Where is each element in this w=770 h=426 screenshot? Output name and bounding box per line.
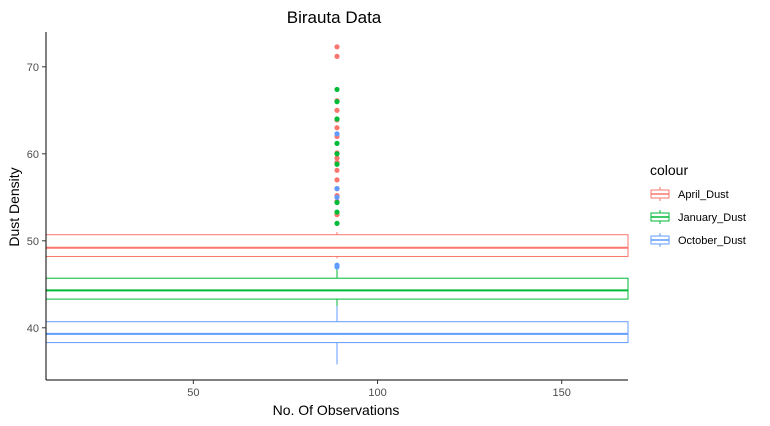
legend-label: October_Dust [678, 235, 746, 247]
outlier-point [334, 107, 340, 113]
legend-item: January_Dust [650, 210, 746, 224]
outlier-point [334, 140, 340, 146]
legend-label: January_Dust [678, 212, 746, 224]
outlier-point [334, 167, 340, 173]
legend-title: colour [650, 162, 688, 178]
outlier-point [334, 99, 340, 105]
box [45, 321, 629, 344]
box [45, 234, 629, 257]
y-tick-label: 50 [27, 236, 39, 248]
y-tick-label: 40 [27, 323, 39, 335]
outlier-point [334, 177, 340, 183]
outlier-point [334, 264, 340, 270]
x-tick-label: 50 [187, 387, 199, 399]
plot-area [45, 44, 629, 365]
x-tick-label: 150 [553, 387, 571, 399]
outlier-point [334, 44, 340, 50]
y-axis-title: Dust Density [6, 167, 22, 246]
outlier-point [334, 161, 340, 167]
outlier-point [334, 220, 340, 226]
x-axis-title: No. Of Observations [273, 402, 400, 418]
outlier-point [334, 186, 340, 192]
legend: colour April_Dust January_Dust October_Dus… [650, 162, 746, 247]
outlier-point [334, 116, 340, 122]
outlier-point [334, 199, 340, 206]
outlier-point [334, 151, 340, 157]
outlier-point [334, 53, 340, 59]
x-axis-ticks: 50 100 150 [187, 380, 571, 399]
outlier-point [334, 209, 340, 215]
y-tick-label: 70 [27, 62, 39, 74]
chart-title: Birauta Data [287, 8, 382, 27]
y-tick-label: 60 [27, 149, 39, 161]
y-axis-ticks: 40 50 60 70 [27, 62, 46, 335]
outlier-point [334, 131, 340, 137]
box [45, 277, 629, 300]
outlier-point [334, 86, 340, 93]
legend-label: April_Dust [678, 189, 729, 201]
x-tick-label: 100 [368, 387, 386, 399]
series-April_Dust [45, 44, 629, 259]
outlier-point [334, 155, 340, 161]
outlier-point [334, 194, 340, 200]
legend-item: October_Dust [650, 233, 746, 247]
outlier-point [334, 125, 340, 131]
legend-item: April_Dust [650, 187, 729, 201]
